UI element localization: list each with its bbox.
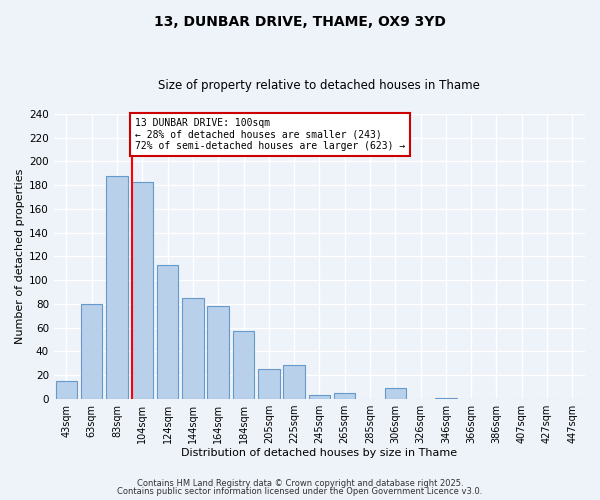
- Bar: [233, 332, 254, 399]
- Title: Size of property relative to detached houses in Thame: Size of property relative to detached ho…: [158, 79, 481, 92]
- Bar: [208, 306, 229, 399]
- Bar: [334, 393, 355, 399]
- Bar: [385, 388, 406, 399]
- Text: Contains public sector information licensed under the Open Government Licence v3: Contains public sector information licen…: [118, 487, 482, 496]
- Bar: [106, 176, 128, 399]
- Bar: [258, 370, 280, 399]
- Text: 13 DUNBAR DRIVE: 100sqm
← 28% of detached houses are smaller (243)
72% of semi-d: 13 DUNBAR DRIVE: 100sqm ← 28% of detache…: [134, 118, 405, 151]
- Text: 13, DUNBAR DRIVE, THAME, OX9 3YD: 13, DUNBAR DRIVE, THAME, OX9 3YD: [154, 15, 446, 29]
- Bar: [283, 364, 305, 399]
- Bar: [308, 396, 330, 399]
- Bar: [435, 398, 457, 399]
- Bar: [182, 298, 203, 399]
- Bar: [131, 182, 153, 399]
- Bar: [81, 304, 103, 399]
- Text: Contains HM Land Registry data © Crown copyright and database right 2025.: Contains HM Land Registry data © Crown c…: [137, 478, 463, 488]
- Y-axis label: Number of detached properties: Number of detached properties: [15, 169, 25, 344]
- Bar: [157, 265, 178, 399]
- X-axis label: Distribution of detached houses by size in Thame: Distribution of detached houses by size …: [181, 448, 457, 458]
- Bar: [56, 381, 77, 399]
